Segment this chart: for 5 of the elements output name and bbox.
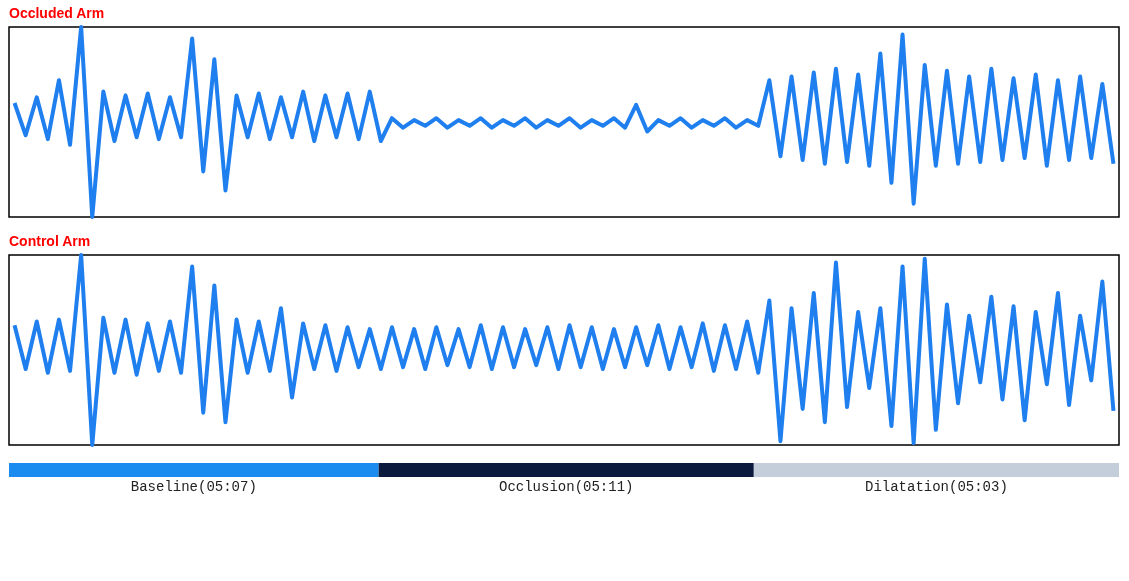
chart-title: Control Arm — [9, 233, 91, 249]
series-label: Occlusion(05:11) — [499, 479, 634, 495]
chart-title: Occluded Arm — [9, 5, 105, 21]
series-label: Dilatation(05:03) — [864, 479, 1008, 495]
series-label: Baseline(05:07) — [130, 479, 257, 495]
